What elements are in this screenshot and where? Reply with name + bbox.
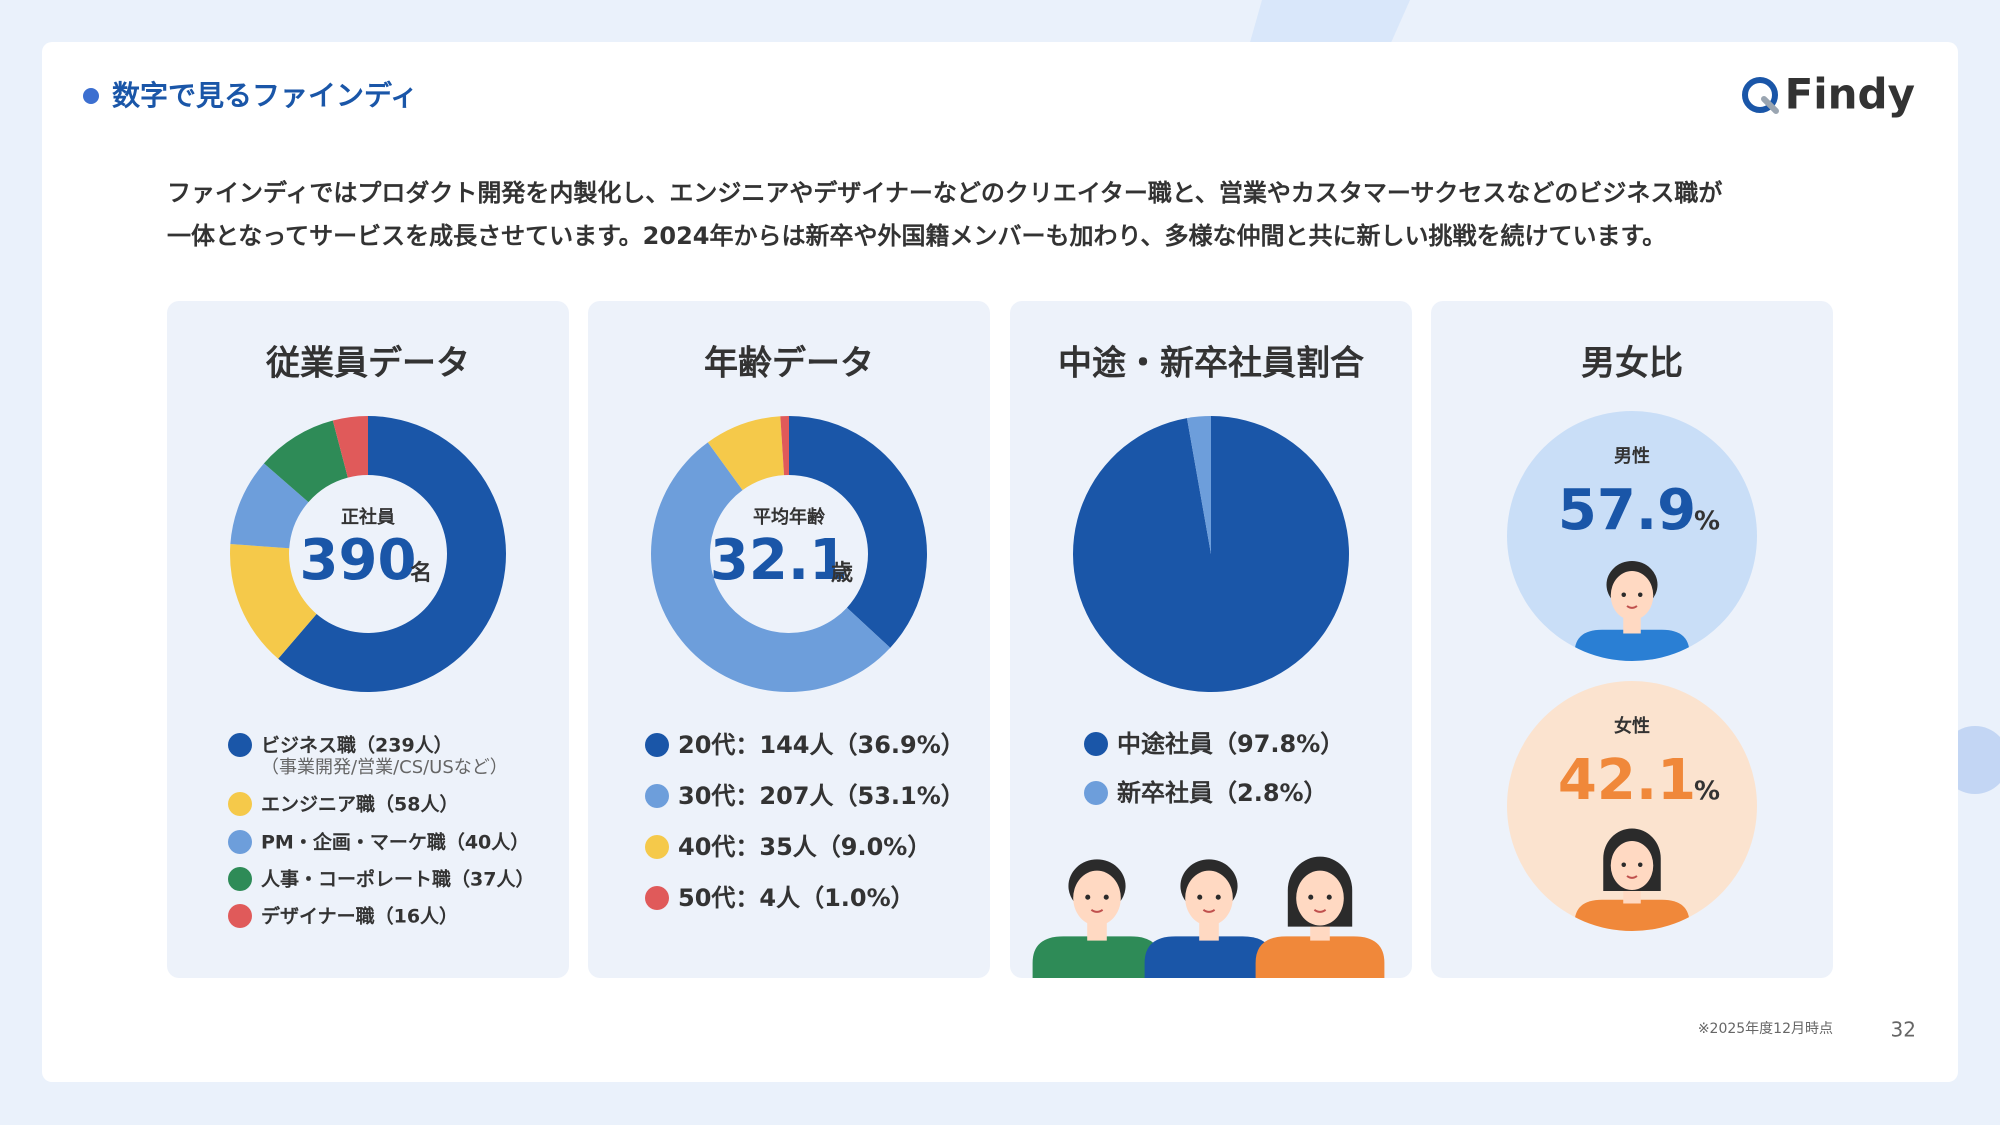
center-unit: 名 <box>410 560 432 586</box>
person-eye <box>1621 592 1626 597</box>
legend-label: 人事・コーポレート職（37人） <box>261 868 534 891</box>
person-body <box>1255 936 1385 978</box>
person-eye <box>1308 894 1314 900</box>
legend-note: （事業開発/営業/CS/USなど） <box>261 757 508 778</box>
legend-swatch <box>228 904 252 928</box>
donut-segment <box>650 442 891 693</box>
person-face <box>1610 841 1654 890</box>
legend-swatch <box>1084 732 1108 756</box>
person-eye <box>1621 862 1626 867</box>
person-eye <box>1638 862 1643 867</box>
chart-title: 中途・新卒社員割合 <box>1058 344 1364 384</box>
ratio-value: 57.9 <box>1558 478 1696 543</box>
legend-label: ビジネス職（239人） <box>261 734 453 757</box>
center-value: 390 <box>300 528 417 593</box>
legend-label: 新卒社員（2.8%） <box>1117 779 1328 807</box>
legend-swatch <box>645 784 669 808</box>
center-label: 平均年齢 <box>753 506 826 528</box>
legend-label: 20代：144人（36.9%） <box>678 731 965 759</box>
logo-icon <box>1742 77 1778 113</box>
person <box>1574 561 1690 661</box>
legend-swatch <box>228 830 252 854</box>
legend-swatch <box>228 792 252 816</box>
center-unit: 歳 <box>831 561 853 586</box>
intro-line: 一体となってサービスを成長させています。2024年からは新卒や外国籍メンバーも加… <box>167 222 1666 250</box>
person-mouth <box>1202 908 1216 913</box>
chart-title: 男女比 <box>1581 344 1683 384</box>
legend-label: 40代：35人（9.0%） <box>678 833 931 861</box>
person-body <box>1574 899 1690 931</box>
ratio-value: 42.1 <box>1558 748 1696 813</box>
person-body <box>1144 936 1274 978</box>
person-eye <box>1215 894 1221 900</box>
person-face <box>1185 870 1233 926</box>
donut-segment <box>230 463 309 549</box>
ratio-unit: % <box>1694 507 1720 537</box>
legend-swatch <box>645 733 669 757</box>
donut-segment <box>707 416 785 491</box>
legend-swatch <box>1084 781 1108 805</box>
person <box>1574 828 1690 931</box>
person-mouth <box>1313 908 1327 913</box>
person-eye <box>1085 894 1091 900</box>
pie-slice <box>1186 416 1211 554</box>
person-eye <box>1326 894 1332 900</box>
person-face <box>1073 870 1121 926</box>
person-body <box>1574 629 1690 661</box>
person-face <box>1296 870 1344 926</box>
logo-icon <box>1761 96 1779 114</box>
legend-label: エンジニア職（58人） <box>261 793 458 816</box>
person-eye <box>1103 894 1109 900</box>
chart-title: 従業員データ <box>265 344 470 384</box>
donut-segment <box>278 416 507 693</box>
person-mouth <box>1626 605 1638 609</box>
people <box>1032 856 1385 978</box>
donut-segment <box>789 416 927 648</box>
person-face <box>1610 571 1654 620</box>
person-eye <box>1197 894 1203 900</box>
center-value: 32.1 <box>710 528 848 593</box>
legend-swatch <box>228 867 252 891</box>
ratio-label: 女性 <box>1614 715 1650 737</box>
ratio-circle <box>1507 681 1757 931</box>
legend-label: 50代：4人（1.0%） <box>678 884 915 912</box>
legend-label: PM・企画・マーケ職（40人） <box>261 831 529 854</box>
person-mouth <box>1626 875 1638 879</box>
legend-swatch <box>645 886 669 910</box>
donut-segment <box>780 416 789 476</box>
page-title: 数字で見るファインディ <box>112 79 418 112</box>
ratio-circle <box>1507 411 1757 661</box>
person-body <box>1032 936 1162 978</box>
legend-label: 30代：207人（53.1%） <box>678 782 965 810</box>
footnote: ※2025年度12月時点 <box>1698 1021 1833 1037</box>
intro-line: ファインディではプロダクト開発を内製化し、エンジニアやデザイナーなどのクリエイタ… <box>167 179 1722 207</box>
page-number: 32 <box>1891 1018 1916 1042</box>
ratio-unit: % <box>1694 777 1720 807</box>
legend-swatch <box>645 835 669 859</box>
title-dot <box>83 88 99 104</box>
logo: Findy <box>1742 70 1915 119</box>
legend-swatch <box>228 733 252 757</box>
donut-segment <box>263 420 348 503</box>
ratio-label: 男性 <box>1614 445 1650 467</box>
chart-title: 年齢データ <box>704 344 874 384</box>
donut-segment <box>230 544 317 659</box>
donut-segment <box>332 416 368 478</box>
person-eye <box>1638 592 1643 597</box>
legend-label: 中途社員（97.8%） <box>1117 730 1344 758</box>
legend-label: デザイナー職（16人） <box>261 905 458 928</box>
center-label: 正社員 <box>341 506 395 528</box>
person-mouth <box>1090 908 1104 913</box>
logo-text: Findy <box>1785 70 1915 119</box>
